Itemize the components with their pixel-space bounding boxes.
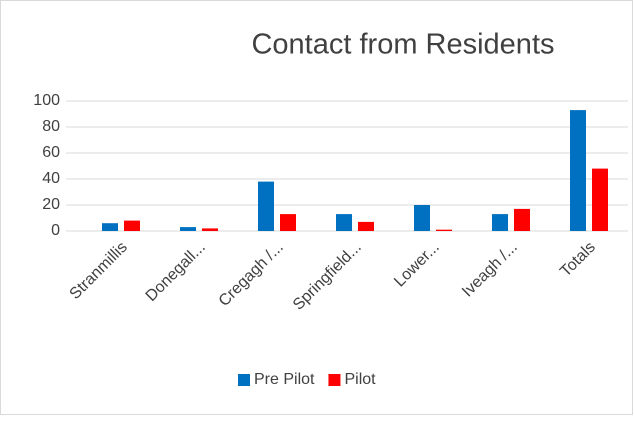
bar [592, 168, 608, 231]
y-tick-label: 40 [42, 170, 60, 187]
bar [180, 227, 196, 231]
bar [202, 228, 218, 231]
y-tick-label: 100 [33, 92, 60, 109]
bar [258, 181, 274, 231]
bar [514, 208, 530, 231]
bar [492, 214, 508, 231]
bar [280, 214, 296, 231]
bar [414, 205, 430, 231]
y-tick-label: 20 [42, 196, 60, 213]
chart-title: Contact from Residents [251, 29, 554, 61]
bar [358, 221, 374, 231]
legend-label: Pilot [344, 371, 376, 388]
bar [102, 223, 118, 231]
y-tick-label: 60 [42, 144, 60, 161]
legend-swatch [238, 374, 250, 386]
legend-swatch [328, 374, 341, 386]
bar [336, 214, 352, 231]
y-tick-label: 80 [42, 118, 60, 135]
bar [436, 229, 452, 231]
legend-label: Pre Pilot [254, 371, 315, 388]
y-tick-label: 0 [51, 222, 60, 239]
bar [124, 220, 140, 231]
bar [570, 110, 586, 231]
